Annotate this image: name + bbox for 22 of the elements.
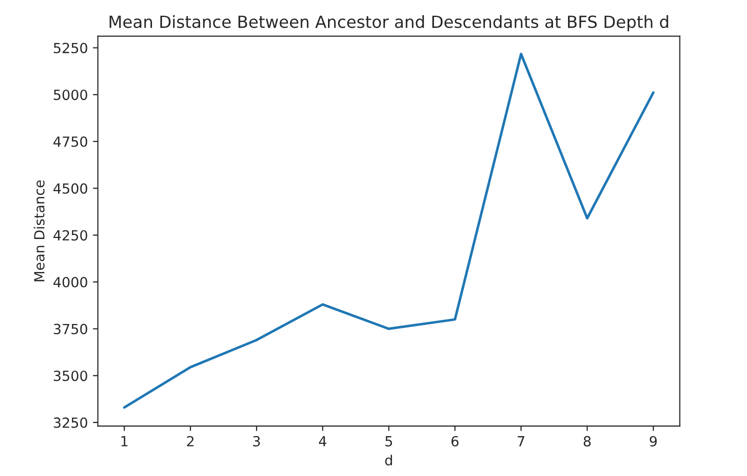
y-tick-label: 3250 <box>54 417 88 428</box>
x-tick-label: 2 <box>187 436 194 446</box>
x-axis-title: d <box>385 454 392 466</box>
x-tick-label: 3 <box>253 436 260 446</box>
x-tick-label: 7 <box>518 436 524 446</box>
x-tick-label: 4 <box>318 436 326 446</box>
x-tick-label: 5 <box>385 436 392 446</box>
x-tick-label: 9 <box>650 436 657 446</box>
chart-title: Mean Distance Between Ancestor and Descendants at BFS Depth d <box>110 15 668 32</box>
y-tick-label: 4000 <box>53 276 88 288</box>
y-tick-label: 5250 <box>54 42 88 54</box>
line-series <box>123 52 655 409</box>
y-tick-label: 3500 <box>54 370 88 382</box>
x-tick-label: 1 <box>121 436 128 446</box>
x-tick-label: 6 <box>451 436 458 446</box>
x-tick-label: 8 <box>584 436 591 446</box>
y-tick-label: 5000 <box>54 90 88 100</box>
y-tick-label: 3750 <box>54 324 88 334</box>
y-tick-label: 4750 <box>53 136 88 147</box>
y-tick-label: 4500 <box>53 183 88 194</box>
y-tick-label: 4250 <box>53 230 88 241</box>
y-axis-title: Mean Distance <box>34 180 45 282</box>
